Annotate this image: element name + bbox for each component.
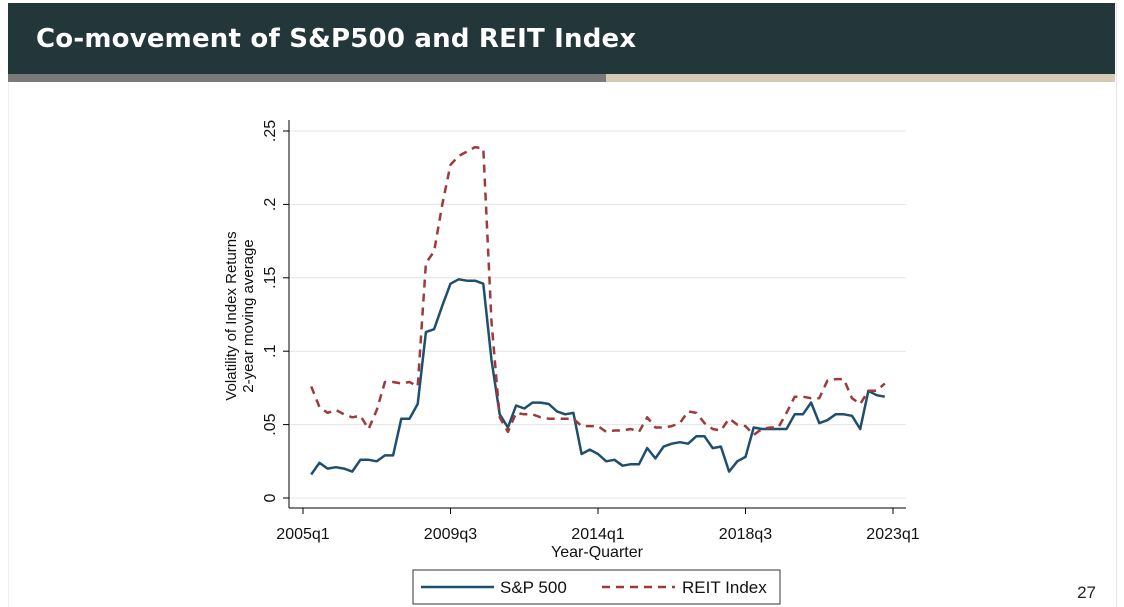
- legend: S&P 500 REIT Index: [412, 569, 781, 605]
- y-tick-label: .1: [262, 344, 279, 357]
- chart-grid: [289, 130, 906, 499]
- x-tick-label: 2014q1: [571, 526, 624, 543]
- x-axis-ticks: 2005q1 2009q3 2014q1 2018q3 2023q1: [276, 508, 920, 543]
- x-tick-label: 2009q3: [424, 526, 477, 543]
- y-axis-ticks: 0 .05 .1 .15 .2 .25: [262, 120, 289, 502]
- y-tick-label: 0: [262, 493, 279, 502]
- x-axis-label: Year-Quarter: [551, 544, 644, 561]
- chart-series: [310, 145, 886, 476]
- y-tick-label: .25: [262, 120, 279, 142]
- slide-title: Co-movement of S&P500 and REIT Index: [36, 24, 637, 54]
- legend-label-sp500: S&P 500: [500, 578, 567, 597]
- page-number: 27: [1077, 583, 1096, 602]
- y-tick-label: .2: [262, 198, 279, 211]
- x-tick-label: 2018q3: [719, 526, 772, 543]
- x-tick-label: 2005q1: [276, 526, 329, 543]
- title-bar: Co-movement of S&P500 and REIT Index: [8, 3, 1115, 74]
- series-line-sp500: [310, 278, 886, 476]
- progress-bar: [8, 74, 1115, 82]
- y-axis-label-line1: Volatility of Index Returns: [223, 231, 240, 400]
- x-tick-label: 2023q1: [866, 526, 919, 543]
- y-tick-label: .15: [262, 267, 279, 289]
- slide: [8, 3, 1117, 607]
- y-axis-label-line2: 2-year moving average: [240, 239, 257, 392]
- y-tick-label: .05: [262, 413, 279, 435]
- progress-bar-fill: [8, 74, 606, 82]
- legend-label-reit: REIT Index: [682, 578, 767, 597]
- series-line-reit: [310, 145, 886, 437]
